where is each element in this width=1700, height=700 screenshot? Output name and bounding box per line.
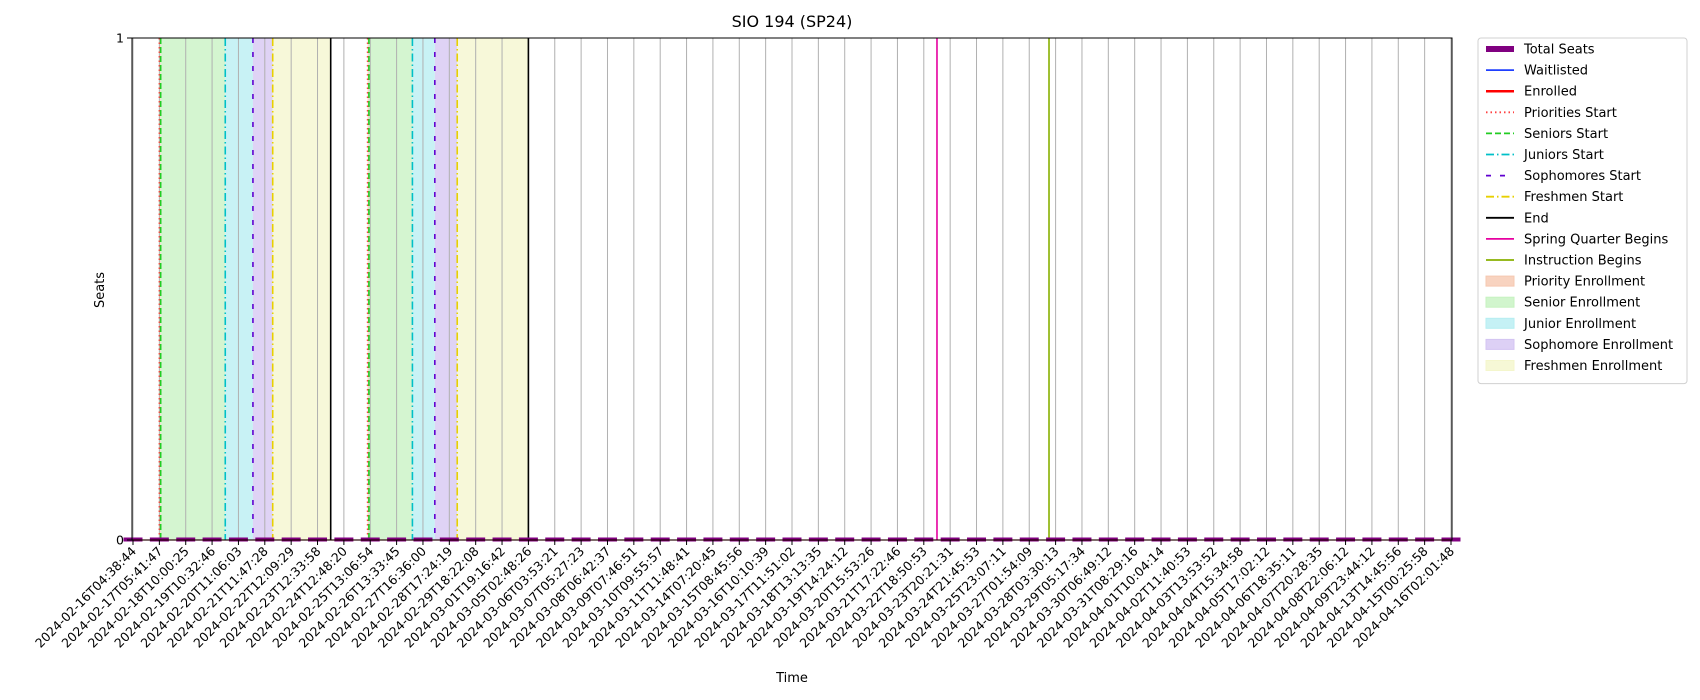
enrollment-band — [252, 38, 273, 540]
legend-label: Juniors Start — [1523, 148, 1604, 163]
legend-patch — [1485, 317, 1515, 329]
legend-label: Spring Quarter Begins — [1524, 232, 1668, 247]
legend-label: Junior Enrollment — [1523, 317, 1636, 332]
y-tick-label: 1 — [116, 31, 124, 46]
y-tick-label: 0 — [116, 533, 124, 548]
legend-patch — [1485, 360, 1515, 371]
legend-label: Priority Enrollment — [1524, 275, 1645, 290]
legend: Total Seats Waitlisted Enrolled Priorities … — [1477, 37, 1688, 385]
legend-label: Instruction Begins — [1524, 254, 1642, 269]
legend-label: Freshmen Start — [1524, 190, 1623, 205]
legend-patch — [1485, 338, 1515, 350]
enrollment-band — [457, 38, 529, 540]
enrollment-band — [159, 38, 161, 540]
legend-label: Total Seats — [1523, 43, 1595, 58]
legend-label: Priorities Start — [1524, 106, 1617, 121]
chart-title: SIO 194 (SP24) — [732, 12, 853, 31]
legend-label: Waitlisted — [1524, 64, 1588, 79]
enrollment-bands — [159, 38, 529, 540]
legend-label: Senior Enrollment — [1524, 296, 1640, 311]
legend-box — [1477, 37, 1688, 385]
x-axis-label: Time — [775, 671, 808, 686]
y-axis-label: Seats — [93, 272, 108, 308]
legend-label: Sophomore Enrollment — [1524, 338, 1673, 353]
legend-patch — [1485, 296, 1515, 308]
enrollment-band — [225, 38, 253, 540]
legend-label: Enrolled — [1524, 85, 1577, 100]
legend-label: End — [1524, 211, 1549, 226]
phase-markers — [158, 38, 1050, 540]
axes: 2024-02-16T04:38:442024-02-17T05:41:4720… — [32, 31, 1457, 651]
enrollment-band — [367, 38, 369, 540]
legend-patch — [1485, 275, 1515, 287]
enrollment-band — [368, 38, 413, 540]
legend-swatch — [1486, 46, 1514, 52]
legend-label: Freshmen Enrollment — [1524, 359, 1662, 374]
enrollment-band — [272, 38, 331, 540]
enrollment-band — [434, 38, 458, 540]
enrollment-band — [412, 38, 435, 540]
vertical-gridlines — [132, 38, 1452, 540]
enrollment-band — [160, 38, 226, 540]
legend-label: Sophomores Start — [1524, 169, 1641, 184]
legend-label: Seniors Start — [1524, 127, 1608, 142]
